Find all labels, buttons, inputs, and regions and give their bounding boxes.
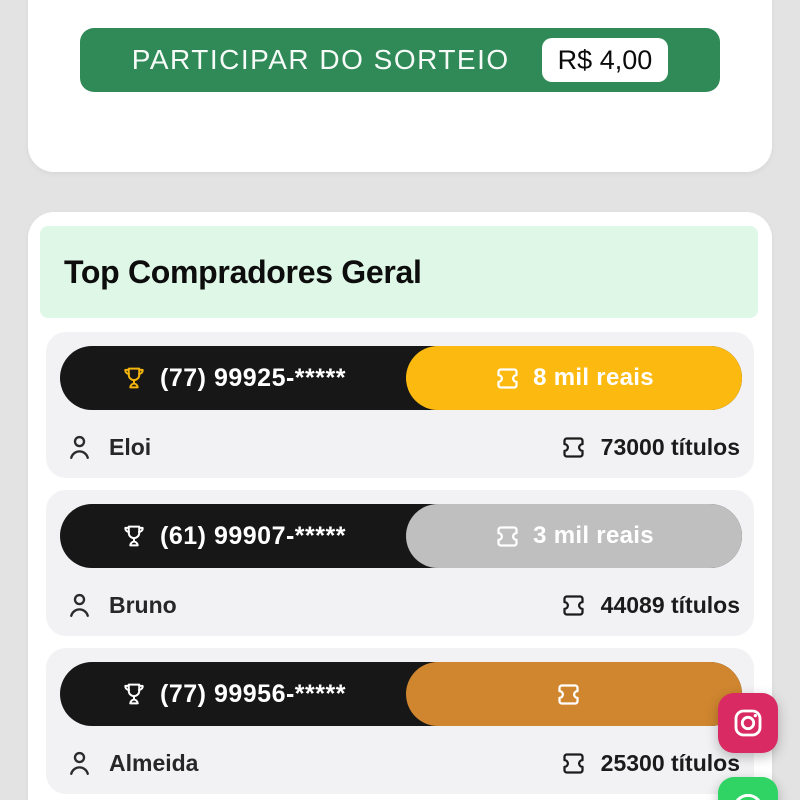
prize-pill [406, 662, 742, 726]
ticket-icon [560, 592, 587, 619]
phone-group: (61) 99907-***** [60, 504, 406, 568]
phone-number: (61) 99907-***** [160, 521, 346, 550]
leaderboard-card: Top Compradores Geral (77) 99925-***** [28, 212, 772, 800]
instagram-fab[interactable] [718, 693, 778, 753]
participate-button[interactable]: PARTICIPAR DO SORTEIO R$ 4,00 [80, 28, 720, 92]
tickets-count: 44089 títulos [600, 591, 740, 618]
prize-pill: 8 mil reais [406, 346, 742, 410]
entry-pill-row: (77) 99925-***** 8 mil reais [60, 346, 742, 410]
leaderboard-header: Top Compradores Geral [40, 226, 758, 318]
leaderboard-entry-2: (61) 99907-***** 3 mil reais Bruno [46, 490, 754, 636]
person-icon [64, 432, 95, 463]
leaderboard-title: Top Compradores Geral [64, 253, 422, 290]
entry-footer: Bruno 44089 títulos [64, 580, 740, 630]
whatsapp-icon [728, 787, 768, 800]
phone-number: (77) 99925-***** [160, 363, 346, 392]
entry-pill-row: (61) 99907-***** 3 mil reais [60, 504, 742, 568]
ticket-icon [560, 434, 587, 461]
trophy-icon [120, 522, 148, 550]
leaderboard-entry-3: (77) 99956-***** Almeida [46, 648, 754, 794]
trophy-icon [120, 680, 148, 708]
cta-card: PARTICIPAR DO SORTEIO R$ 4,00 [28, 0, 772, 172]
participate-label: PARTICIPAR DO SORTEIO [131, 44, 510, 75]
instagram-icon [730, 705, 766, 741]
ticket-icon [494, 523, 521, 550]
buyer-name: Eloi [109, 433, 152, 460]
prize-label: 3 mil reais [533, 522, 654, 549]
phone-group: (77) 99925-***** [60, 346, 406, 410]
price-badge: R$ 4,00 [541, 38, 669, 82]
entry-pill-row: (77) 99956-***** [60, 662, 742, 726]
phone-number: (77) 99956-***** [160, 679, 346, 708]
ticket-icon [494, 365, 521, 392]
whatsapp-fab[interactable] [718, 777, 778, 800]
leaderboard-entries: (77) 99925-***** 8 mil reais Eloi [46, 332, 754, 794]
phone-group: (77) 99956-***** [60, 662, 406, 726]
entry-footer: Eloi 73000 títulos [64, 422, 740, 472]
buyer-name: Bruno [109, 591, 177, 618]
leaderboard-entry-1: (77) 99925-***** 8 mil reais Eloi [46, 332, 754, 478]
buyer-name: Almeida [109, 749, 199, 776]
tickets-count: 73000 títulos [600, 433, 740, 460]
prize-label: 8 mil reais [533, 364, 654, 391]
person-icon [64, 748, 95, 779]
tickets-count: 25300 títulos [600, 749, 740, 776]
entry-footer: Almeida 25300 títulos [64, 738, 740, 788]
person-icon [64, 590, 95, 621]
ticket-icon [560, 750, 587, 777]
ticket-icon [555, 681, 582, 708]
trophy-icon [120, 364, 148, 392]
prize-pill: 3 mil reais [406, 504, 742, 568]
